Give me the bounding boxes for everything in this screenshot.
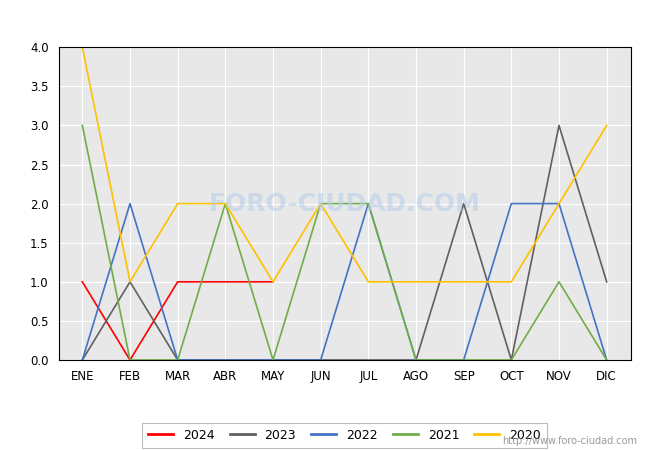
2021 — [79, 123, 86, 128]
2023 — [460, 201, 467, 206]
2023 — [222, 357, 229, 363]
2021 — [603, 357, 610, 363]
2021 — [174, 357, 181, 363]
2023 — [508, 357, 515, 363]
2020 — [460, 279, 467, 284]
Line: 2024: 2024 — [83, 282, 273, 360]
2024 — [79, 279, 86, 284]
2020 — [317, 201, 324, 206]
Line: 2022: 2022 — [83, 203, 606, 360]
2023 — [603, 279, 610, 284]
2020 — [79, 45, 86, 50]
2022 — [412, 357, 420, 363]
2020 — [412, 279, 420, 284]
2021 — [222, 201, 229, 206]
2023 — [555, 123, 563, 128]
2021 — [555, 279, 563, 284]
2024 — [222, 279, 229, 284]
2022 — [555, 201, 563, 206]
2021 — [460, 357, 467, 363]
2021 — [126, 357, 134, 363]
2022 — [603, 357, 610, 363]
2024 — [126, 357, 134, 363]
Text: FORO-CIUDAD.COM: FORO-CIUDAD.COM — [209, 192, 480, 216]
2020 — [126, 279, 134, 284]
2020 — [555, 201, 563, 206]
Line: 2021: 2021 — [83, 126, 606, 360]
2020 — [508, 279, 515, 284]
2021 — [412, 357, 420, 363]
2021 — [508, 357, 515, 363]
2020 — [603, 123, 610, 128]
2020 — [222, 201, 229, 206]
2023 — [317, 357, 324, 363]
2022 — [174, 357, 181, 363]
2020 — [269, 279, 277, 284]
Line: 2023: 2023 — [83, 126, 606, 360]
2022 — [460, 357, 467, 363]
2021 — [269, 357, 277, 363]
2022 — [222, 357, 229, 363]
2022 — [79, 357, 86, 363]
Text: http://www.foro-ciudad.com: http://www.foro-ciudad.com — [502, 436, 637, 446]
2021 — [365, 201, 372, 206]
2023 — [174, 357, 181, 363]
2022 — [126, 201, 134, 206]
2020 — [174, 201, 181, 206]
Line: 2020: 2020 — [83, 47, 606, 282]
2020 — [365, 279, 372, 284]
2022 — [508, 201, 515, 206]
2023 — [412, 357, 420, 363]
2021 — [317, 201, 324, 206]
2023 — [79, 357, 86, 363]
2022 — [365, 201, 372, 206]
Text: Matriculaciones de Vehiculos en Cazalilla: Matriculaciones de Vehiculos en Cazalill… — [155, 10, 495, 28]
2022 — [317, 357, 324, 363]
2023 — [126, 279, 134, 284]
2024 — [174, 279, 181, 284]
Legend: 2024, 2023, 2022, 2021, 2020: 2024, 2023, 2022, 2021, 2020 — [142, 423, 547, 448]
2023 — [365, 357, 372, 363]
2022 — [269, 357, 277, 363]
2023 — [269, 357, 277, 363]
2024 — [269, 279, 277, 284]
